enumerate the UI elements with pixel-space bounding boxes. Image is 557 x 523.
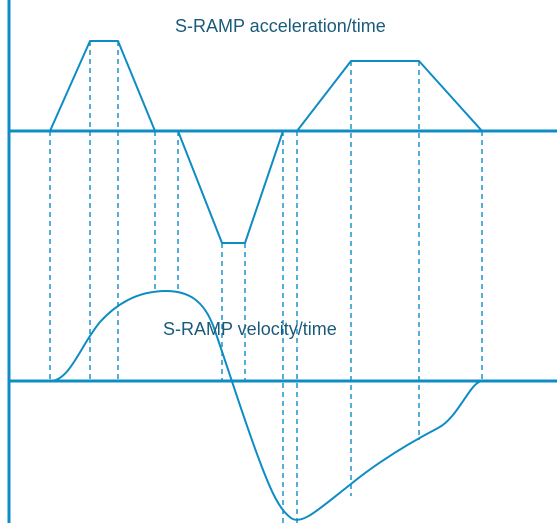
velocity-label: S-RAMP velocity/time [163,319,337,339]
acceleration-curve [50,41,482,243]
guide-lines [50,41,482,523]
acceleration-label: S-RAMP acceleration/time [175,16,386,36]
